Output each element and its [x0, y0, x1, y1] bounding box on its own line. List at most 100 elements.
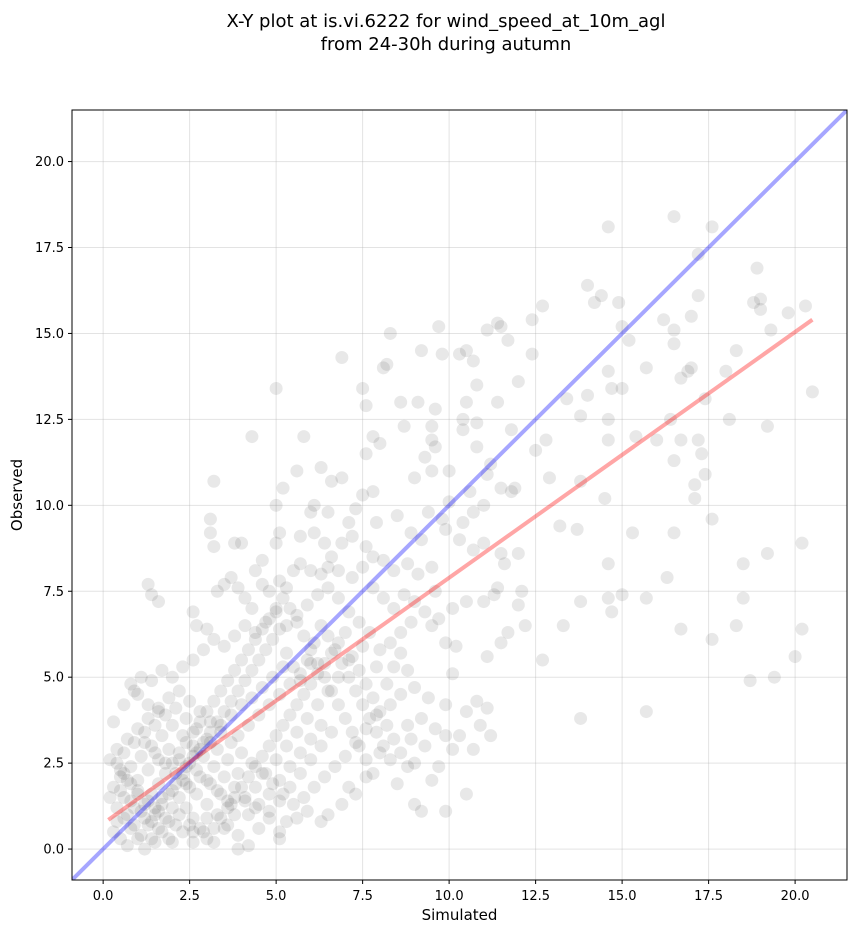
data-point	[729, 619, 743, 633]
data-point	[196, 749, 210, 763]
data-point	[221, 794, 235, 808]
data-point	[141, 763, 155, 777]
data-point	[366, 581, 380, 595]
data-point	[193, 821, 207, 835]
data-point	[356, 381, 370, 395]
data-point	[428, 722, 442, 736]
data-point	[169, 766, 183, 780]
data-point	[373, 746, 387, 760]
data-point	[691, 247, 705, 261]
data-point	[324, 474, 338, 488]
data-point	[248, 780, 262, 794]
data-point	[349, 787, 363, 801]
data-point	[304, 656, 318, 670]
data-point	[508, 481, 522, 495]
data-point	[280, 619, 294, 633]
data-point	[435, 347, 449, 361]
data-point	[414, 533, 428, 547]
data-point	[418, 605, 432, 619]
data-point	[487, 588, 501, 602]
data-point	[176, 729, 190, 743]
data-point	[280, 646, 294, 660]
data-point	[345, 650, 359, 664]
x-tick-label: 12.5	[521, 889, 550, 904]
data-point	[148, 801, 162, 815]
data-point	[504, 423, 518, 437]
plot-frame	[71, 109, 848, 881]
data-point	[719, 364, 733, 378]
data-point	[321, 808, 335, 822]
data-point	[504, 485, 518, 499]
data-point	[165, 670, 179, 684]
data-point	[190, 619, 204, 633]
data-point	[387, 660, 401, 674]
data-point	[231, 766, 245, 780]
data-point	[262, 739, 276, 753]
data-point	[314, 815, 328, 829]
data-point	[369, 660, 383, 674]
data-point	[639, 361, 653, 375]
data-point	[605, 381, 619, 395]
data-point	[681, 364, 695, 378]
data-point	[200, 622, 214, 636]
data-point	[252, 653, 266, 667]
data-point	[511, 546, 525, 560]
data-point	[705, 220, 719, 234]
data-point	[183, 756, 197, 770]
data-point	[446, 742, 460, 756]
data-point	[283, 780, 297, 794]
data-point	[155, 797, 169, 811]
data-point	[304, 643, 318, 657]
data-point	[276, 660, 290, 674]
data-point	[356, 488, 370, 502]
data-point	[335, 656, 349, 670]
data-point	[293, 529, 307, 543]
data-point	[404, 732, 418, 746]
y-tick-label: 12.5	[35, 413, 64, 428]
data-point	[456, 516, 470, 529]
data-point	[169, 701, 183, 715]
x-tick-label: 0.0	[93, 889, 114, 904]
data-point	[453, 533, 466, 547]
data-point	[217, 705, 231, 719]
data-point	[214, 725, 228, 739]
data-point	[120, 808, 134, 822]
data-point	[235, 746, 249, 760]
data-point	[110, 801, 124, 815]
data-point	[124, 821, 138, 835]
data-point	[750, 261, 764, 275]
data-point	[594, 289, 608, 303]
data-point	[542, 471, 556, 485]
data-point	[798, 299, 812, 313]
data-point	[248, 801, 262, 815]
data-point	[795, 622, 809, 636]
data-point	[228, 791, 242, 804]
data-point	[439, 729, 453, 743]
data-point	[138, 842, 152, 856]
data-point	[456, 423, 470, 437]
data-point	[117, 746, 131, 760]
data-point	[186, 749, 200, 763]
data-point	[131, 784, 145, 798]
data-point	[425, 419, 439, 433]
data-point	[200, 705, 214, 719]
data-point	[203, 736, 217, 749]
data-point	[113, 763, 127, 777]
data-point	[321, 560, 335, 574]
data-point	[241, 718, 255, 732]
data-point	[439, 698, 453, 712]
data-point	[259, 615, 273, 629]
data-point	[207, 474, 221, 488]
data-point	[241, 770, 255, 784]
data-point	[729, 344, 743, 358]
data-point	[556, 619, 570, 633]
data-point	[231, 828, 245, 842]
data-point	[286, 797, 300, 811]
data-point	[366, 550, 380, 564]
data-point	[124, 677, 138, 691]
data-point	[449, 639, 463, 653]
data-point	[473, 718, 487, 732]
data-point	[601, 364, 615, 378]
data-point	[117, 811, 131, 825]
data-point	[359, 770, 373, 784]
